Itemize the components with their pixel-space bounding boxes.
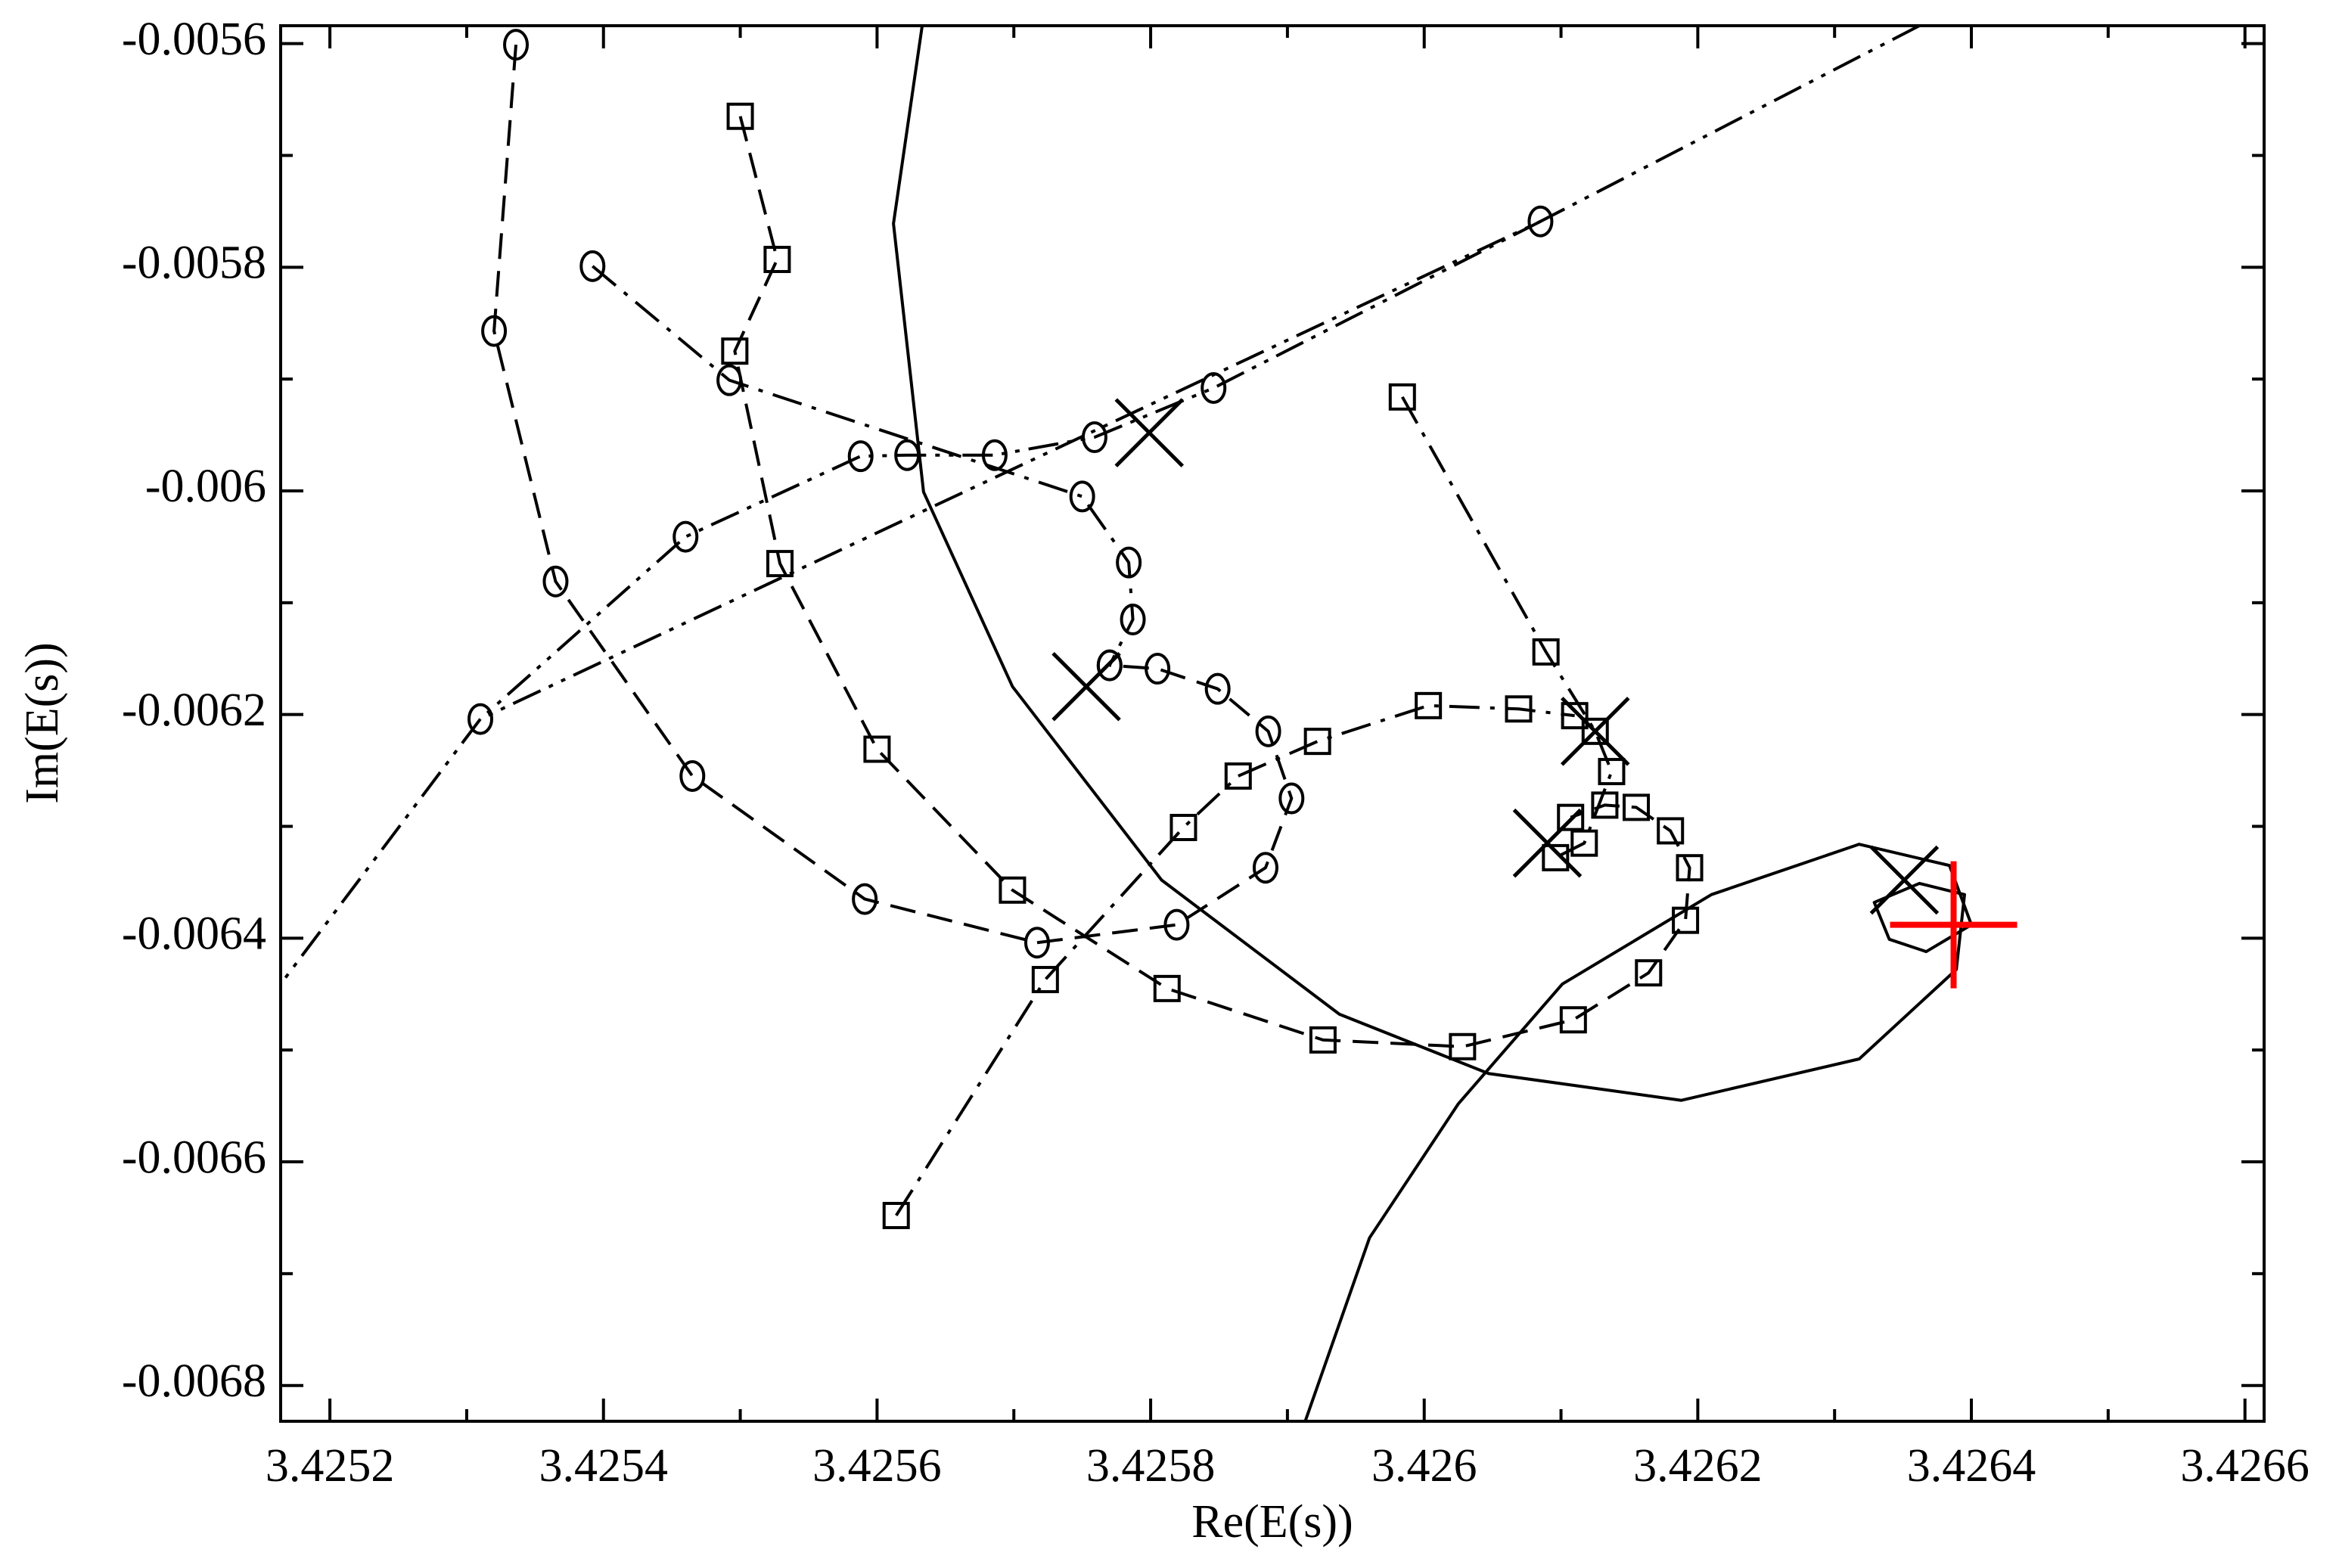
plot-frame — [279, 24, 2266, 1423]
series-line — [592, 265, 1135, 666]
marker-square — [721, 337, 749, 365]
series-line — [1401, 396, 1614, 859]
marker-circle — [1204, 672, 1231, 705]
marker-square — [1561, 702, 1589, 730]
y-tick-label: -0.0068 — [122, 1355, 266, 1407]
x-tick-label: 3.4252 — [266, 1440, 395, 1492]
x-tick-label: 3.426 — [1371, 1440, 1477, 1492]
marker-circle — [1252, 852, 1278, 884]
x-axis-title: Re(E(s)) — [1191, 1496, 1353, 1548]
marker-circle — [1116, 546, 1142, 579]
x-tick-label: 3.4264 — [1907, 1440, 2036, 1492]
x-tick-label: 3.4256 — [812, 1440, 942, 1492]
marker-square — [1635, 959, 1663, 987]
series-line — [492, 44, 1294, 945]
marker-square — [1542, 843, 1570, 871]
marker-x — [1114, 398, 1185, 467]
marker-square — [1031, 966, 1059, 994]
marker-circle — [1069, 480, 1095, 513]
marker-square — [1557, 803, 1585, 831]
marker-circle — [1096, 649, 1123, 682]
marker-circle — [1255, 715, 1281, 747]
series-line — [895, 703, 1575, 1217]
marker-square — [1449, 1032, 1477, 1060]
y-tick-label: -0.0066 — [122, 1132, 266, 1183]
plot-area — [281, 26, 2018, 1421]
y-tick-label: -0.0056 — [122, 14, 266, 65]
marker-plus — [1890, 861, 2018, 989]
marker-circle — [579, 250, 606, 282]
marker-circle — [1163, 908, 1190, 941]
marker-circle — [1527, 205, 1554, 238]
marker-x — [1051, 651, 1121, 722]
marker-square — [1598, 758, 1626, 786]
marker-circle — [847, 440, 874, 473]
marker-square — [999, 876, 1027, 904]
marker-circle — [503, 29, 530, 61]
marker-circle — [542, 565, 569, 598]
series-line — [892, 26, 1974, 1421]
marker-square — [1224, 762, 1252, 790]
marker-square — [1657, 817, 1685, 845]
marker-square — [1676, 854, 1704, 882]
marker-square — [1388, 383, 1416, 411]
marker-square — [766, 550, 794, 578]
series-line — [281, 26, 1921, 986]
marker-circle — [852, 883, 878, 915]
marker-circle — [1024, 927, 1050, 959]
marker-circle — [481, 315, 508, 347]
marker-square — [863, 735, 891, 763]
marker-x — [1869, 845, 1940, 915]
x-tick-label: 3.4262 — [1633, 1440, 1763, 1492]
y-axis-title: Im(E(s)) — [17, 642, 68, 803]
marker-circle — [1145, 653, 1171, 685]
y-tick-label: -0.0062 — [122, 685, 266, 736]
marker-square — [763, 245, 791, 273]
marker-circle — [894, 439, 921, 471]
axes: 3.4252 3.4254 3.4256 3.4258 3.426 3.4262 3.426… — [122, 14, 2309, 1492]
x-tick-label: 3.4258 — [1086, 1440, 1216, 1492]
x-tick-label: 3.4266 — [2180, 1440, 2309, 1492]
marker-square — [1170, 813, 1197, 841]
marker-square — [1309, 1026, 1337, 1054]
marker-circle — [467, 703, 494, 735]
marker-square — [1415, 691, 1443, 719]
y-tick-label: -0.006 — [145, 461, 266, 512]
marker-circle — [981, 439, 1008, 471]
y-tick-label: -0.0064 — [122, 908, 266, 960]
marker-x — [1560, 697, 1630, 766]
marker-square — [1559, 1006, 1587, 1034]
marker-x — [1512, 808, 1583, 878]
marker-circle — [1278, 782, 1305, 815]
marker-square — [882, 1201, 910, 1229]
marker-square — [1505, 695, 1533, 723]
y-tick-label: -0.0058 — [122, 238, 266, 289]
marker-square — [726, 102, 754, 130]
marker-square — [1532, 638, 1560, 666]
marker-square — [1153, 974, 1181, 1002]
series-line — [479, 219, 1542, 721]
series-line — [733, 116, 1691, 1048]
marker-square — [1581, 717, 1609, 745]
x-tick-label: 3.4254 — [539, 1440, 669, 1492]
marker-square — [1623, 793, 1651, 821]
marker-square — [1303, 728, 1331, 756]
marker-circle — [679, 759, 706, 792]
marker-circle — [1120, 604, 1146, 636]
marker-square — [1570, 829, 1598, 857]
marker-circle — [673, 520, 699, 553]
marker-square — [1672, 906, 1700, 934]
